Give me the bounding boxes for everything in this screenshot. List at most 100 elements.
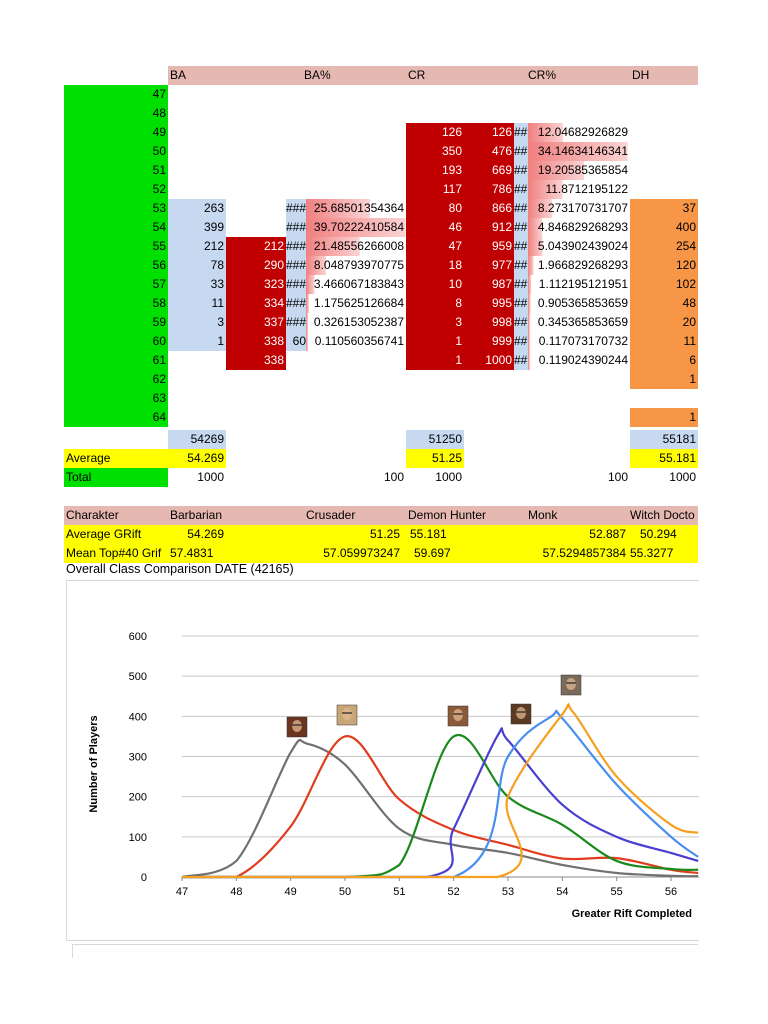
cr-cumulative-cell[interactable]: 912	[464, 218, 514, 237]
cr-pct-cell[interactable]: 1.112195121951	[528, 275, 630, 294]
cr-cumulative-cell[interactable]: 977	[464, 256, 514, 275]
ba-pct-cell[interactable]: 8.048793970775	[306, 256, 406, 275]
total-cell-dh[interactable]: 1000	[669, 470, 696, 484]
average-cell-cr[interactable]: 51.25	[406, 449, 464, 468]
total-label[interactable]: Total	[64, 468, 168, 487]
cr-hash-cell[interactable]: ##	[514, 351, 528, 370]
cr-pct-cell[interactable]: 5.043902439024	[528, 237, 630, 256]
cr-cumulative-cell[interactable]: 786	[464, 180, 514, 199]
ba-cell[interactable]: 78	[168, 256, 226, 275]
col-header-ba[interactable]: BA	[170, 68, 187, 82]
ba-pct-cell[interactable]: 0.326153052387	[306, 313, 406, 332]
cr-cell[interactable]: 80	[406, 199, 464, 218]
ba-cell[interactable]: 399	[168, 218, 226, 237]
total-cell-ba-pct[interactable]: 100	[383, 470, 404, 484]
sum-cell-dh[interactable]: 55181	[630, 430, 698, 449]
summary-mean-label[interactable]: Mean Top#40 Grif	[66, 546, 162, 560]
cr-hash-cell[interactable]: ##	[514, 218, 528, 237]
chart-frame[interactable]: 0 100 200 300 400 500 600 47 48 49 50 51 52 53 54 55 56 …	[66, 580, 699, 941]
cr-cumulative-cell[interactable]: 669	[464, 161, 514, 180]
cr-hash-cell[interactable]: ##	[514, 161, 528, 180]
rift-level-cell[interactable]: 61	[64, 351, 168, 370]
cr-pct-cell[interactable]: 8.273170731707	[528, 199, 630, 218]
cr-cumulative-cell[interactable]: 126	[464, 123, 514, 142]
ba-cell[interactable]: 3	[168, 313, 226, 332]
cr-pct-cell[interactable]: 0.345365853659	[528, 313, 630, 332]
cr-pct-cell[interactable]: 11.8712195122	[528, 180, 630, 199]
cr-pct-cell[interactable]: 19.20585365854	[528, 161, 630, 180]
cr-hash-cell[interactable]: ##	[514, 332, 528, 351]
sum-cell-cr[interactable]: 51250	[406, 430, 464, 449]
cr-pct-cell[interactable]: 0.905365853659	[528, 294, 630, 313]
series-line-1[interactable]	[182, 735, 699, 879]
cr-cumulative-cell[interactable]: 959	[464, 237, 514, 256]
summary-average-label[interactable]: Average GRift	[66, 527, 142, 541]
cr-cell[interactable]: 8	[406, 294, 464, 313]
series-line-4[interactable]	[182, 709, 699, 879]
cr-pct-cell[interactable]: 12.04682926829	[528, 123, 630, 142]
ba-hash-cell[interactable]: 60	[286, 332, 306, 351]
summary-mean-barbarian[interactable]: 57.4831	[170, 546, 214, 560]
rift-level-cell[interactable]: 55	[64, 237, 168, 256]
cr-cell[interactable]: 3	[406, 313, 464, 332]
summary-average-monk[interactable]: 52.887	[589, 527, 626, 541]
cr-cumulative-cell[interactable]: 476	[464, 142, 514, 161]
ba-cumulative-cell[interactable]: 290	[226, 256, 286, 275]
cr-cumulative-cell[interactable]: 866	[464, 199, 514, 218]
summary-header-barbarian[interactable]: Barbarian	[170, 508, 223, 522]
col-header-ba-pct[interactable]: BA%	[304, 68, 331, 82]
cr-hash-cell[interactable]: ##	[514, 237, 528, 256]
ba-hash-cell[interactable]: ###	[286, 275, 306, 294]
cr-hash-cell[interactable]: ##	[514, 294, 528, 313]
ba-cell[interactable]: 263	[168, 199, 226, 218]
ba-pct-cell[interactable]: 39.70222410584	[306, 218, 406, 237]
cr-hash-cell[interactable]: ##	[514, 256, 528, 275]
cr-cumulative-cell[interactable]: 995	[464, 294, 514, 313]
cr-hash-cell[interactable]: ##	[514, 142, 528, 161]
ba-hash-cell[interactable]: ###	[286, 237, 306, 256]
ba-pct-cell[interactable]: 3.466067183843	[306, 275, 406, 294]
rift-level-cell[interactable]: 51	[64, 161, 168, 180]
summary-average-demon-hunter[interactable]: 55.181	[410, 527, 447, 541]
summary-mean-witch-doctor[interactable]: 55.3277	[630, 546, 674, 560]
average-cell-ba[interactable]: 54.269	[168, 449, 226, 468]
col-header-dh[interactable]: DH	[632, 68, 650, 82]
col-header-cr-pct[interactable]: CR%	[528, 68, 557, 82]
cr-cell[interactable]: 126	[406, 123, 464, 142]
cr-cumulative-cell[interactable]: 999	[464, 332, 514, 351]
series-line-0[interactable]	[181, 738, 699, 879]
series-line-5[interactable]	[182, 703, 699, 879]
summary-average-barbarian[interactable]: 54.269	[187, 527, 224, 541]
rift-level-cell[interactable]: 59	[64, 313, 168, 332]
dh-cell[interactable]: 102	[630, 275, 698, 294]
rift-level-cell[interactable]: 52	[64, 180, 168, 199]
ba-pct-cell[interactable]: 0.110560356741	[306, 332, 406, 351]
dh-cell[interactable]: 254	[630, 237, 698, 256]
rift-level-cell[interactable]: 64	[64, 408, 168, 427]
rift-level-cell[interactable]: 53	[64, 199, 168, 218]
ba-cell[interactable]: 11	[168, 294, 226, 313]
summary-average-witch-doctor[interactable]: 50.294	[640, 527, 677, 541]
cr-pct-cell[interactable]: 4.846829268293	[528, 218, 630, 237]
ba-cumulative-cell[interactable]: 338	[226, 351, 286, 370]
cr-cumulative-cell[interactable]: 987	[464, 275, 514, 294]
summary-header-witch-doctor[interactable]: Witch Docto	[630, 508, 695, 522]
rift-level-cell[interactable]: 60	[64, 332, 168, 351]
dh-cell[interactable]: 120	[630, 256, 698, 275]
dh-cell[interactable]: 37	[630, 199, 698, 218]
ba-cell[interactable]: 212	[168, 237, 226, 256]
ba-cumulative-cell[interactable]: 334	[226, 294, 286, 313]
sum-cell-ba[interactable]: 54269	[168, 430, 226, 449]
summary-mean-demon-hunter[interactable]: 59.697	[414, 546, 451, 560]
ba-pct-cell[interactable]: 1.175625126684	[306, 294, 406, 313]
ba-cumulative-cell[interactable]: 337	[226, 313, 286, 332]
ba-cell[interactable]: 1	[168, 332, 226, 351]
cr-cell[interactable]: 117	[406, 180, 464, 199]
summary-mean-crusader[interactable]: 57.059973247	[323, 546, 400, 560]
cr-cell[interactable]: 10	[406, 275, 464, 294]
dh-cell[interactable]: 1	[630, 408, 698, 427]
average-label[interactable]: Average	[64, 449, 168, 468]
cr-hash-cell[interactable]: ##	[514, 123, 528, 142]
ba-hash-cell[interactable]: ###	[286, 218, 306, 237]
cr-cell[interactable]: 1	[406, 332, 464, 351]
